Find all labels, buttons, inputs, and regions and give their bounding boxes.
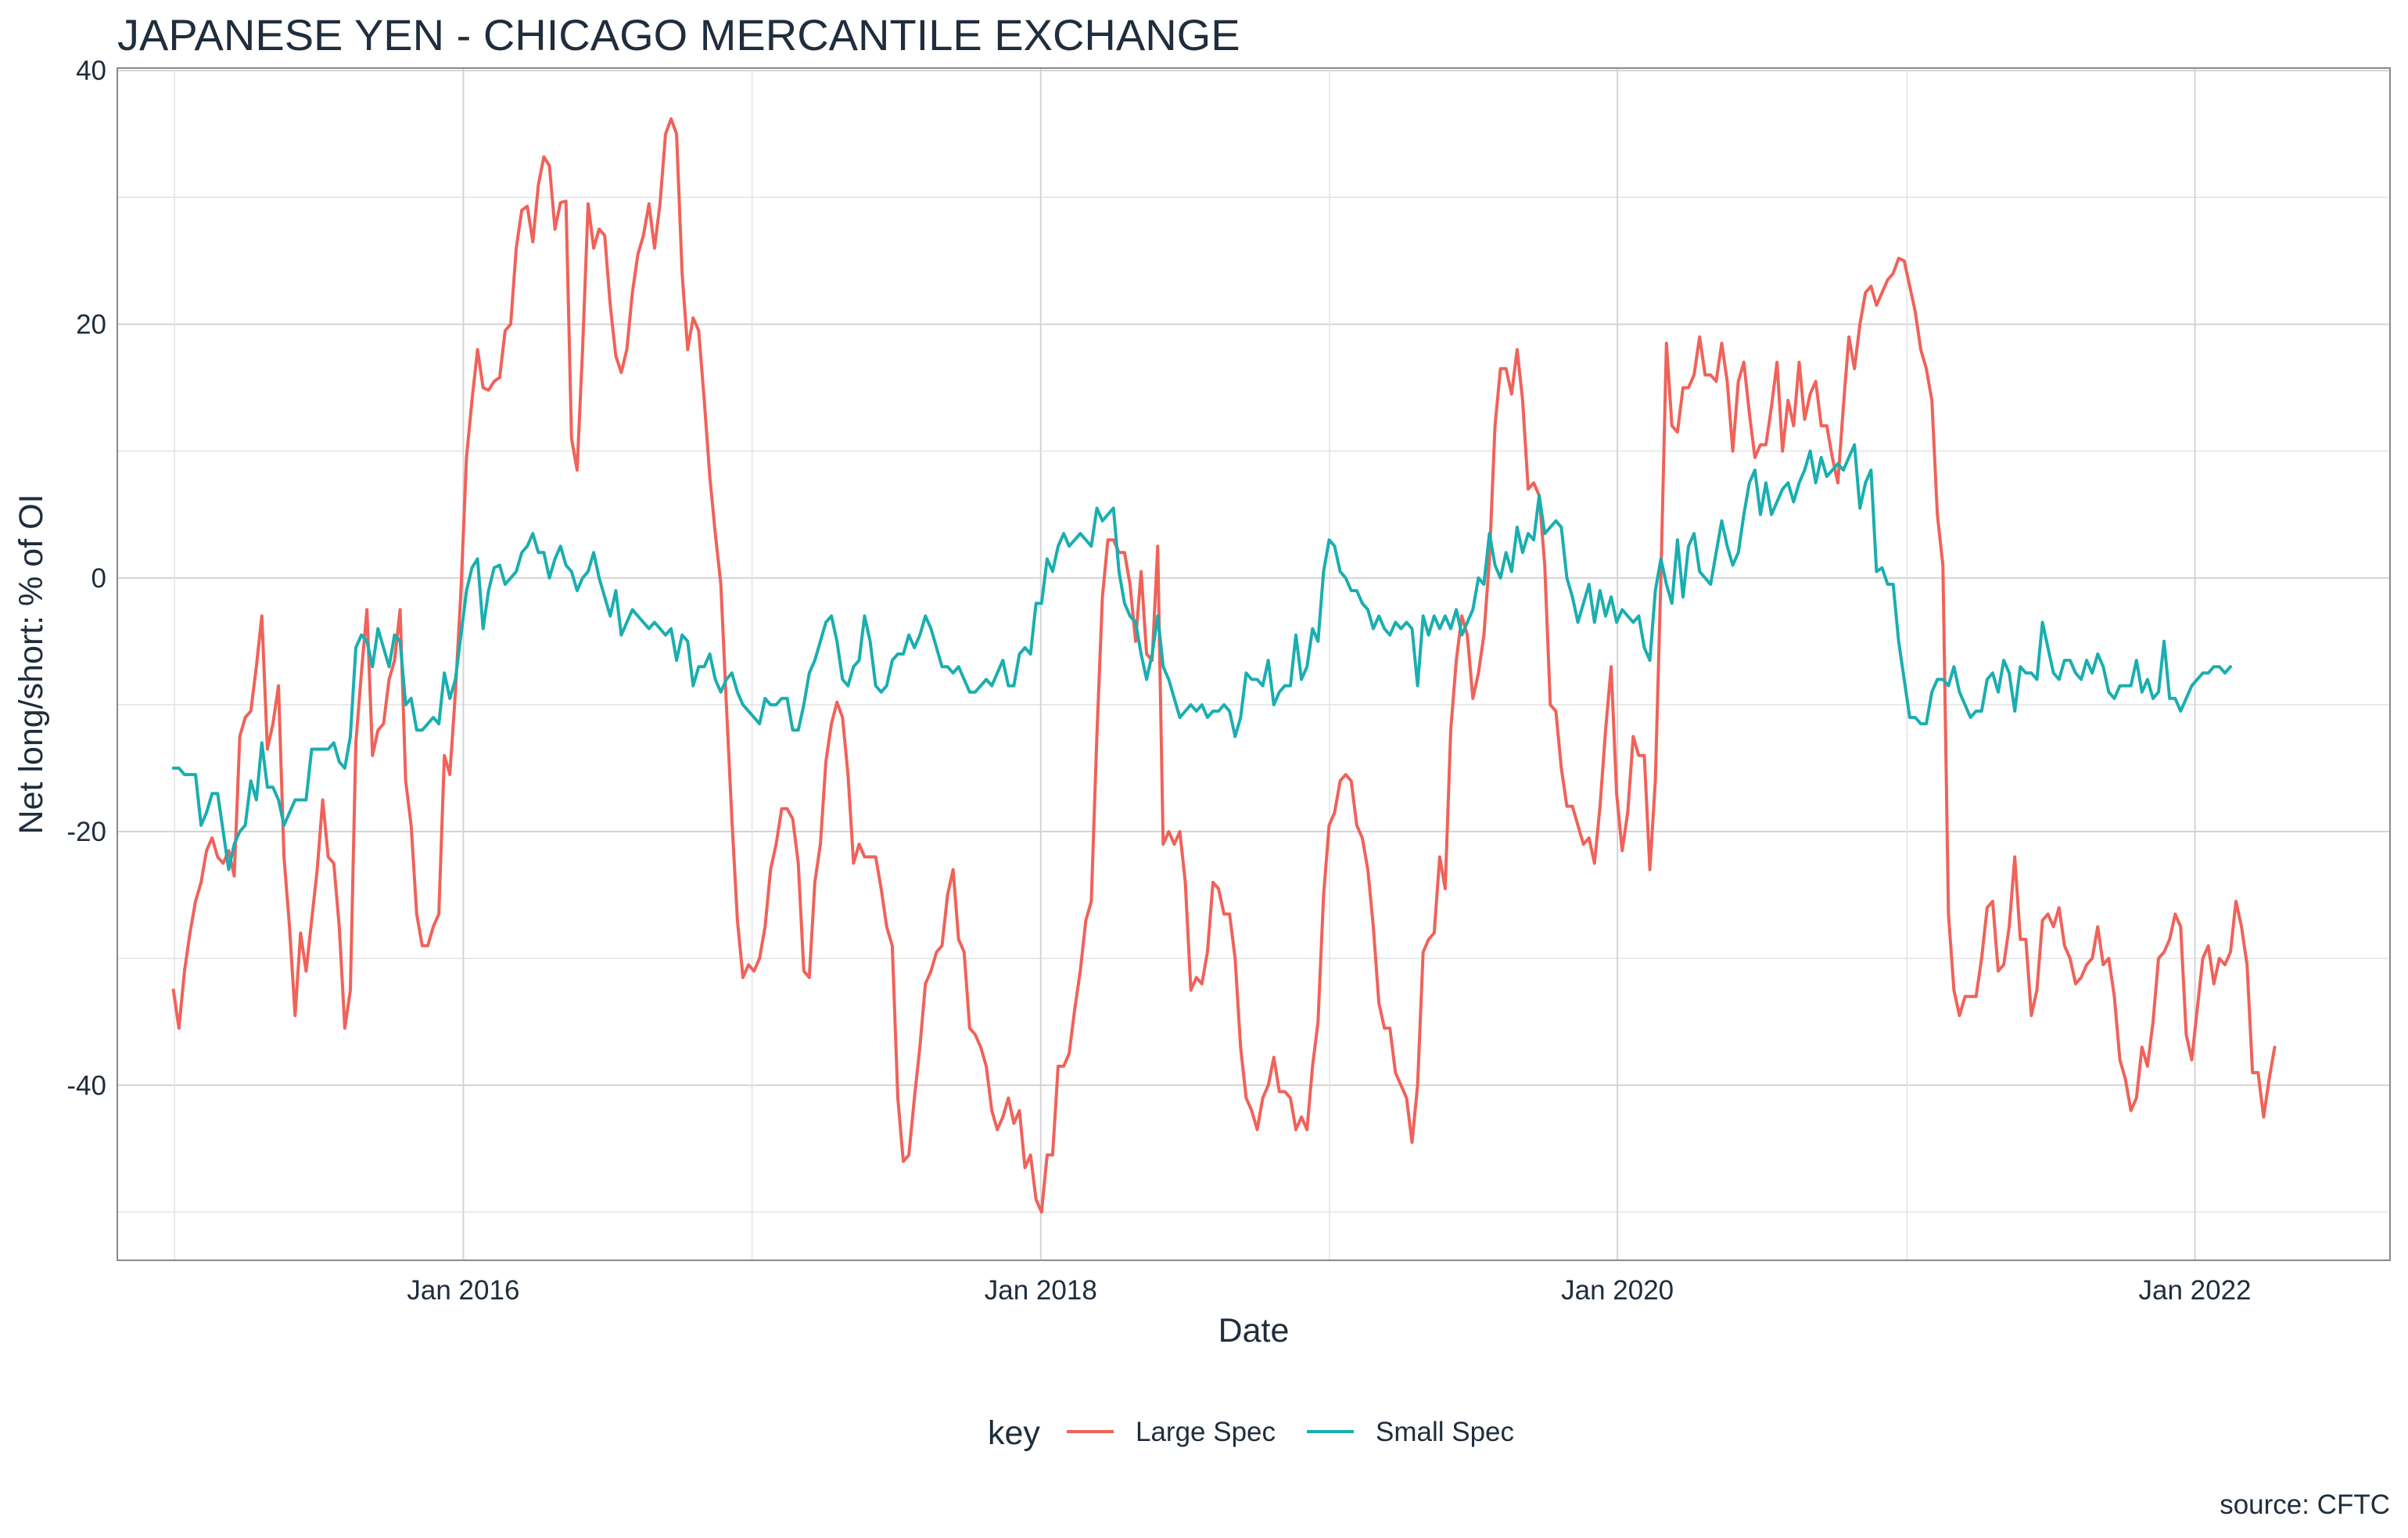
y-tick-label: 40	[76, 56, 106, 86]
y-tick-label: -40	[66, 1070, 106, 1101]
y-tick-label: -20	[66, 817, 106, 847]
y-axis-tick-labels: 40 20 0 -20 -40	[66, 56, 106, 1101]
legend-title: key	[988, 1414, 1040, 1452]
x-tick-label: Jan 2022	[2138, 1275, 2251, 1306]
series-line-small-spec	[171, 443, 2232, 871]
legend-label-small-spec: Small Spec	[1376, 1417, 1514, 1447]
y-tick-label: 20	[76, 309, 106, 340]
x-axis-title: Date	[1218, 1312, 1290, 1349]
series-lines	[171, 117, 2277, 1214]
x-tick-label: Jan 2018	[985, 1275, 1097, 1306]
series-line-large-spec	[171, 117, 2277, 1214]
legend-label-large-spec: Large Spec	[1136, 1417, 1276, 1447]
x-tick-label: Jan 2020	[1561, 1275, 1674, 1306]
x-axis-tick-labels: Jan 2016 Jan 2018 Jan 2020 Jan 2022	[407, 1275, 2251, 1306]
x-tick-label: Jan 2016	[407, 1275, 519, 1306]
grid	[117, 68, 2390, 1260]
source-caption: source: CFTC	[2220, 1489, 2390, 1520]
plot-panel-border	[117, 67, 2391, 1261]
y-axis-title: Net long/short: % of OI	[13, 494, 50, 835]
chart-title: JAPANESE YEN - CHICAGO MERCANTILE EXCHAN…	[117, 10, 1240, 59]
y-tick-label: 0	[92, 563, 106, 594]
legend: key Large Spec Small Spec	[988, 1414, 1514, 1452]
